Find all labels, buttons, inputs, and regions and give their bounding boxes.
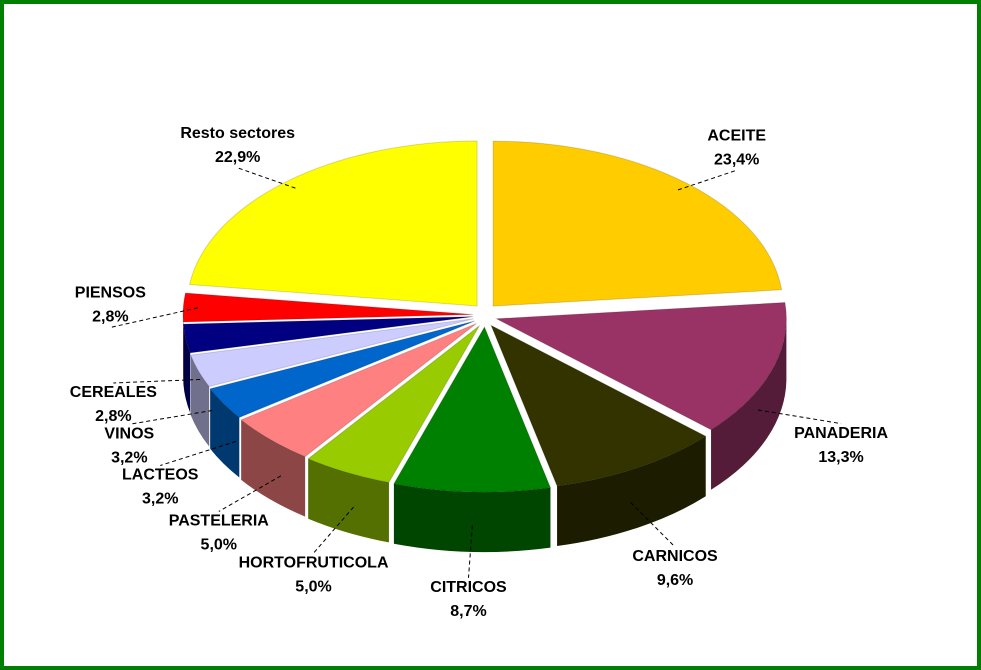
slice-label: HORTOFRUTICOLA — [239, 554, 389, 571]
slice-side — [183, 324, 191, 413]
slice-side — [241, 419, 306, 517]
leader-line — [467, 525, 473, 578]
slice-label: PANADERIA — [794, 425, 888, 442]
leader-line — [110, 307, 198, 328]
leader-line — [313, 506, 354, 554]
slice-side — [711, 318, 787, 490]
slice — [240, 322, 477, 458]
slice-label: PASTELERIA — [169, 513, 270, 530]
leader-line — [677, 169, 737, 191]
slice-label: ACEITE — [707, 127, 766, 144]
slice-label: CARNICOS — [632, 548, 718, 565]
slice-value-label: 9,6% — [657, 572, 693, 589]
slice-value-label: 23,4% — [714, 151, 759, 168]
slice — [190, 318, 474, 388]
slice-value-label: 13,3% — [818, 449, 863, 466]
slice-value-label: 2,8% — [92, 309, 128, 326]
slice-value-label: 3,2% — [142, 491, 178, 508]
slice — [188, 140, 478, 307]
slice-side — [210, 388, 240, 478]
slice — [490, 324, 707, 487]
slice-label: LACTEOS — [122, 467, 199, 484]
slice-value-label: 22,9% — [215, 149, 260, 166]
slice-value-label: 5,0% — [201, 537, 237, 554]
slice-side — [393, 483, 551, 552]
slice — [182, 292, 474, 323]
leader-line — [218, 475, 282, 512]
slice — [182, 316, 474, 354]
slice-side — [557, 436, 706, 547]
slice-label: Resto sectores — [180, 125, 295, 142]
slice-label: PIENSOS — [75, 285, 146, 302]
slice — [492, 140, 783, 307]
slice-label: CITRICOS — [430, 579, 507, 596]
slice — [209, 320, 475, 419]
leader-line — [160, 440, 237, 466]
leader-line — [237, 167, 296, 189]
slice-side — [308, 458, 389, 543]
leader-line — [129, 409, 213, 425]
leader-line — [630, 502, 676, 548]
slice — [393, 325, 552, 493]
slice — [494, 301, 787, 431]
slice-label: VINOS — [104, 425, 154, 442]
slice-value-label: 8,7% — [450, 603, 486, 620]
slice — [307, 325, 480, 483]
slice-value-label: 2,8% — [95, 408, 131, 425]
slice-value-label: 3,2% — [111, 449, 147, 466]
leader-line — [757, 409, 842, 425]
slice-value-label: 5,0% — [295, 578, 331, 595]
slice-label: CEREALES — [70, 384, 157, 401]
slice-side — [190, 355, 210, 447]
leader-line — [113, 378, 201, 384]
